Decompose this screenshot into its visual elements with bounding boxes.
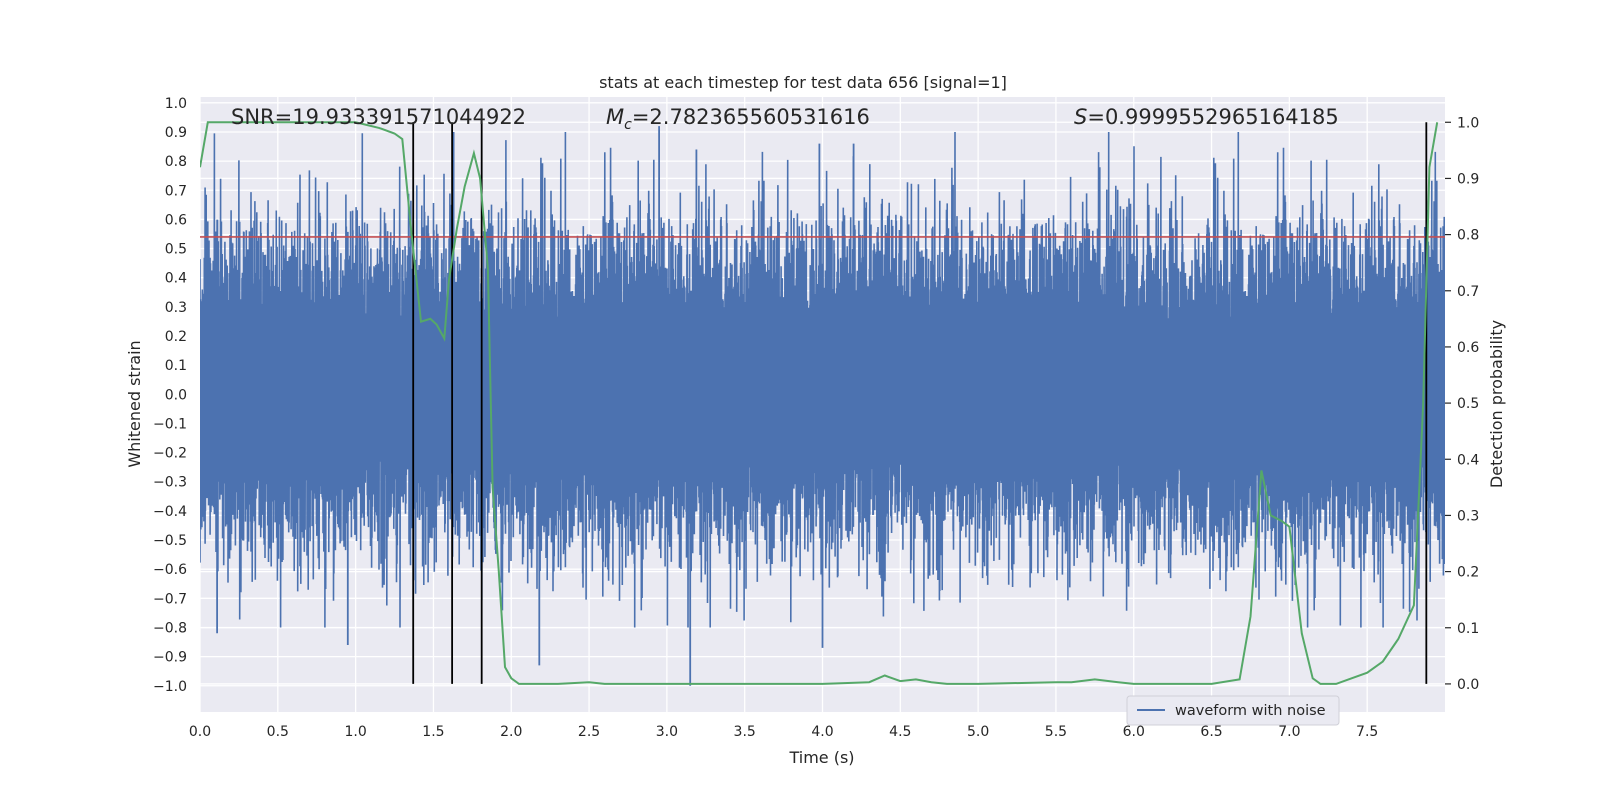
y-left-tick-label: 0.6 [165, 212, 187, 228]
y-left-tick-label: 0.1 [165, 358, 187, 374]
x-tick-label: 0.0 [189, 724, 211, 740]
y-left-tick-label: −0.1 [153, 416, 187, 432]
y-left-tick-label: 0.4 [165, 271, 187, 287]
x-tick-label: 7.0 [1278, 724, 1300, 740]
vertical-markers [412, 122, 1428, 684]
y-right-tick-label: 0.1 [1457, 621, 1479, 637]
mc-symbol: M [606, 105, 624, 129]
y-left-tick-label: 0.2 [165, 329, 187, 345]
x-tick-label: 4.5 [889, 724, 911, 740]
y-right-tick-label: 0.4 [1457, 452, 1479, 468]
y-left-tick-label: −0.2 [153, 446, 187, 462]
snr-annotation: SNR=19.933391571044922 [231, 105, 526, 129]
x-tick-label: 7.5 [1356, 724, 1378, 740]
mc-value: =2.782365560531616 [632, 105, 870, 129]
y-right-tick-label: 0.0 [1457, 677, 1479, 693]
y-right-tick-label: 0.3 [1457, 508, 1479, 524]
y-left-tick-label: 0.9 [165, 125, 187, 141]
y-left-tick-label: −0.5 [153, 533, 187, 549]
y-right-tick-label: 0.7 [1457, 284, 1479, 300]
y-left-tick-label: −1.0 [153, 679, 187, 695]
y-left-tick-label: 1.0 [165, 96, 187, 112]
detection-probability-line [200, 121, 1439, 685]
y-left-axis-label: Whitened strain [125, 340, 144, 467]
y-left-tick-label: −0.9 [153, 650, 187, 666]
x-tick-label: 5.5 [1045, 724, 1067, 740]
y-left-tick-label: 0.8 [165, 154, 187, 170]
x-axis-label: Time (s) [788, 748, 854, 767]
x-tick-label: 3.0 [656, 724, 678, 740]
x-tick-label: 1.0 [344, 724, 366, 740]
y-right-axis-label: Detection probability [1487, 320, 1506, 488]
s-value: =0.9999552965164185 [1087, 105, 1338, 129]
x-tick-label: 2.0 [500, 724, 522, 740]
y-left-tick-label: 0.3 [165, 300, 187, 316]
score-annotation: S=0.9999552965164185 [1074, 105, 1339, 129]
y-right-tick-label: 0.5 [1457, 396, 1479, 412]
y-right-tick-label: 0.2 [1457, 565, 1479, 581]
y-left-axis-ticks: 1.0 0.9 0.8 0.7 0.6 0.5 0.4 0.3 0.2 0.1 0.0 −0.1 −0.… [153, 96, 187, 695]
y-right-tick-label: 1.0 [1457, 115, 1479, 131]
chirp-mass-annotation: Mc=2.782365560531616 [606, 105, 870, 133]
mc-subscript: c [624, 117, 632, 133]
x-tick-label: 0.5 [267, 724, 289, 740]
x-tick-label: 1.5 [422, 724, 444, 740]
x-tick-label: 4.0 [811, 724, 833, 740]
y-right-tick-label: 0.6 [1457, 340, 1479, 356]
y-left-tick-label: −0.7 [153, 591, 187, 607]
chart-title: stats at each timestep for test data 656… [599, 73, 1007, 92]
waveform-spikes [216, 126, 855, 686]
legend-label: waveform with noise [1175, 703, 1326, 719]
y-left-tick-label: 0.5 [165, 242, 187, 258]
x-axis-ticks: 0.0 0.5 1.0 1.5 2.0 2.5 3.0 3.5 4.0 4.5 5.0 5.5 6.0 6… [189, 724, 1378, 740]
y-left-tick-label: 0.0 [165, 387, 187, 403]
y-left-tick-label: −0.3 [153, 475, 187, 491]
y-right-tick-label: 0.9 [1457, 171, 1479, 187]
x-tick-label: 3.5 [734, 724, 756, 740]
legend-box [1126, 695, 1340, 726]
x-tick-label: 5.0 [967, 724, 989, 740]
y-left-tick-label: −0.8 [153, 620, 187, 636]
y-left-tick-label: −0.6 [153, 562, 187, 578]
s-symbol: S [1074, 105, 1087, 129]
x-tick-label: 6.0 [1123, 724, 1145, 740]
legend: waveform with noise [1126, 695, 1340, 726]
x-tick-label: 2.5 [578, 724, 600, 740]
y-right-axis-ticks: 1.0 0.9 0.8 0.7 0.6 0.5 0.4 0.3 0.2 0.1 0.0 [1445, 115, 1479, 693]
y-left-tick-label: −0.4 [153, 504, 187, 520]
y-left-tick-label: 0.7 [165, 183, 187, 199]
y-right-tick-label: 0.8 [1457, 228, 1479, 244]
x-tick-label: 6.5 [1200, 724, 1222, 740]
